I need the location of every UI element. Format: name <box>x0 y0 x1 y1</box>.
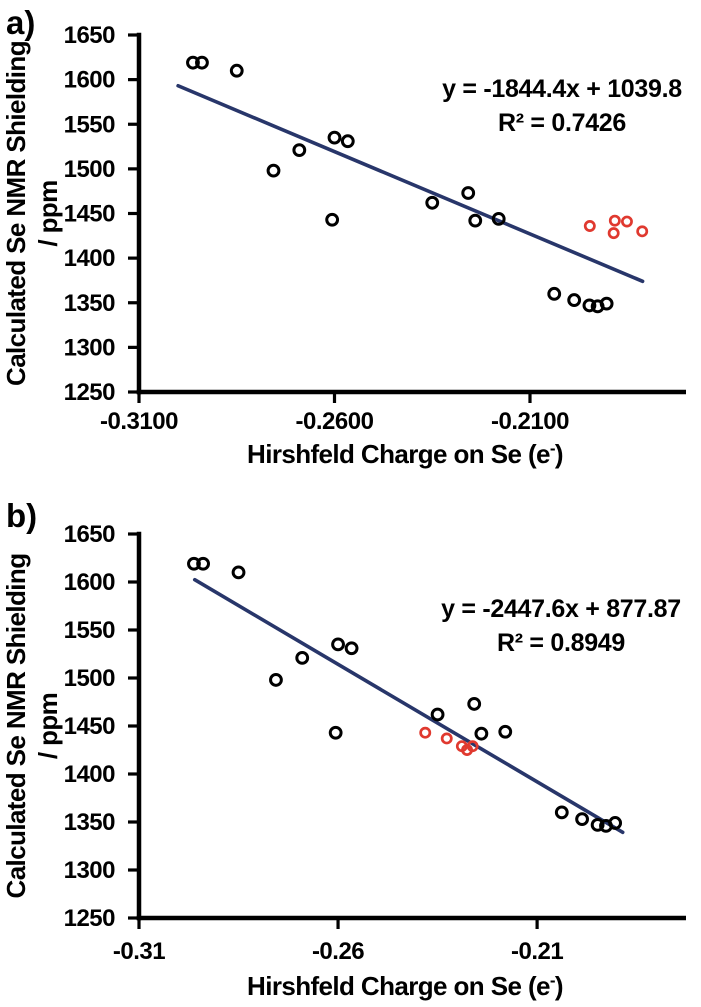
data-point-black-open-circles <box>582 298 597 313</box>
panel-label: a) <box>6 4 35 41</box>
y-tick-label: 1250 <box>64 905 116 932</box>
data-point-black-open-circles <box>231 565 246 580</box>
y-tick-label: 1450 <box>64 713 116 740</box>
data-point-black-open-circles <box>575 812 589 827</box>
panel-b: 1650 1600 1550 1500 1450 1400 1350 1300 1250 -0.3… <box>0 489 701 1007</box>
y-tick-label: 1250 <box>64 379 116 406</box>
y-tick-label: 1650 <box>64 521 116 548</box>
data-point-red-open-circles <box>621 215 633 228</box>
equation-label: y = -2447.6x + 877.87 <box>441 595 681 623</box>
y-tick-label: 1600 <box>64 569 116 596</box>
data-point-black-open-circles <box>491 211 506 226</box>
x-tick-label: -0.21 <box>511 938 563 965</box>
y-axis-title-line1: Calculated Se NMR Shielding <box>1 554 31 899</box>
x-tick-label: -0.31 <box>113 938 165 965</box>
data-point-black-open-circles <box>295 650 310 665</box>
r-squared-label: R² = 0.8949 <box>497 629 625 657</box>
trendline <box>192 577 625 835</box>
y-tick-label: 1500 <box>64 156 116 183</box>
y-axis-title-line2: / ppm <box>33 180 63 246</box>
data-point-black-open-circles <box>590 817 605 832</box>
x-tick-label: -0.2600 <box>296 408 374 435</box>
data-point-black-open-circles <box>331 637 345 652</box>
y-tick-label: 1350 <box>64 290 116 317</box>
x-tick-label: -0.3100 <box>100 408 178 435</box>
y-axis-title-line1: Calculated Se NMR Shielding <box>1 41 31 386</box>
data-point-red-open-circles <box>466 740 479 753</box>
data-point-black-open-circles <box>195 55 209 70</box>
data-point-red-open-circles <box>608 214 621 227</box>
y-tick-label: 1350 <box>64 809 116 836</box>
data-point-black-open-circles <box>196 556 210 571</box>
y-tick-label: 1600 <box>64 67 116 94</box>
data-point-red-open-circles <box>583 220 596 232</box>
data-point-black-open-circles <box>467 697 482 711</box>
y-tick-label: 1400 <box>64 761 116 788</box>
data-point-black-open-circles <box>328 725 343 740</box>
x-axis-title: Hirshfeld Charge on Se (e-) <box>247 971 563 1001</box>
data-point-black-open-circles <box>269 673 283 687</box>
data-point-black-open-circles <box>340 134 355 149</box>
data-point-black-open-circles <box>599 296 614 311</box>
x-axis-title: Hirshfeld Charge on Se (e-) <box>247 439 563 469</box>
data-point-black-open-circles <box>430 707 445 722</box>
data-point-black-open-circles <box>327 130 342 145</box>
y-axis-title-line2: / ppm <box>33 693 63 759</box>
panel-a-chart: 1650 1600 1550 1500 1450 1400 1350 1300 1250-0.3… <box>1 4 686 469</box>
data-point-black-open-circles <box>187 556 201 571</box>
y-tick-label: 1500 <box>64 665 116 692</box>
data-point-black-open-circles <box>461 186 476 200</box>
data-point-black-open-circles <box>266 163 281 178</box>
y-tick-label: 1450 <box>64 201 116 228</box>
data-point-black-open-circles <box>229 63 244 78</box>
panel-a: 1650 1600 1550 1500 1450 1400 1350 1300 1250 -0.3… <box>0 0 701 489</box>
y-tick-label: 1550 <box>64 111 116 138</box>
data-point-black-open-circles <box>608 816 623 830</box>
data-point-black-open-circles <box>325 212 340 227</box>
data-point-black-open-circles <box>547 286 562 301</box>
data-point-black-open-circles <box>468 213 483 228</box>
data-point-black-open-circles <box>292 143 307 158</box>
y-tick-label: 1400 <box>64 245 116 272</box>
y-tick-label: 1300 <box>64 334 116 361</box>
y-tick-label: 1300 <box>64 857 116 884</box>
x-tick-label: -0.2100 <box>491 408 569 435</box>
y-tick-label: 1550 <box>64 617 116 644</box>
data-point-red-open-circles <box>636 225 649 238</box>
equation-label: y = -1844.4x + 1039.8 <box>442 75 682 103</box>
data-point-black-open-circles <box>186 55 200 70</box>
data-point-black-open-circles <box>425 195 440 210</box>
r-squared-label: R² = 0.7426 <box>498 109 626 137</box>
data-point-black-open-circles <box>344 641 359 656</box>
data-point-red-open-circles <box>440 732 453 745</box>
data-point-red-open-circles <box>607 227 620 240</box>
panel-b-chart: 1650 1600 1550 1500 1450 1400 1350 1300 1250 -0.3… <box>1 497 686 1001</box>
data-point-black-open-circles <box>567 293 582 307</box>
data-point-red-open-circles <box>419 726 432 739</box>
data-point-black-open-circles <box>554 805 569 820</box>
panel-label: b) <box>6 497 37 534</box>
data-point-black-open-circles <box>498 724 513 739</box>
x-tick-label: -0.26 <box>312 938 364 965</box>
data-point-black-open-circles <box>474 726 489 741</box>
trendline <box>176 83 645 284</box>
y-tick-label: 1650 <box>64 22 116 49</box>
